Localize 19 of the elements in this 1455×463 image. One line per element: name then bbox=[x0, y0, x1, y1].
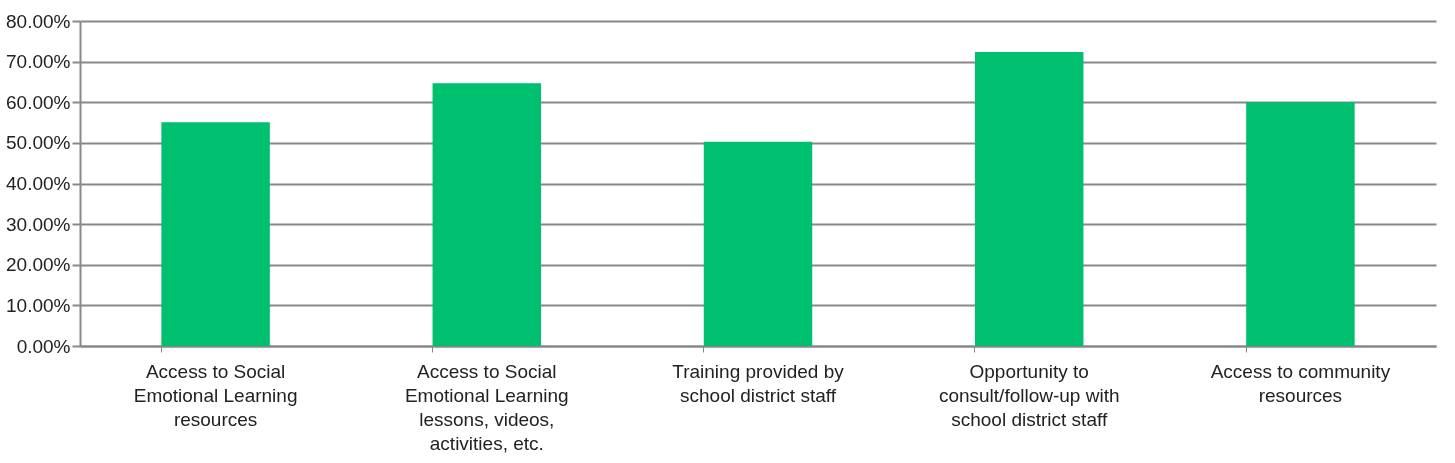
y-tick-label: 70.00% bbox=[6, 51, 71, 73]
y-tick-label: 0.00% bbox=[16, 335, 71, 357]
y-tick-label: 60.00% bbox=[6, 91, 71, 113]
bar bbox=[432, 83, 542, 346]
x-tick-label: Access to Social Emotional Learning resources bbox=[133, 360, 298, 430]
x-tick-label: Opportunity to consult/follow-up with school district staff bbox=[938, 360, 1120, 430]
y-tick-label: 40.00% bbox=[6, 173, 71, 194]
bar bbox=[703, 141, 813, 346]
y-tick-label: 80.00% bbox=[6, 10, 71, 32]
y-tick-label: 20.00% bbox=[6, 254, 71, 276]
bar bbox=[1246, 102, 1355, 346]
x-tick-label: Access to Social Emotional Learning lessons, videos, activities, etc. bbox=[404, 360, 569, 454]
y-tick-label: 50.00% bbox=[6, 132, 71, 154]
bar bbox=[161, 122, 270, 346]
y-tick-label: 30.00% bbox=[6, 213, 71, 235]
x-tick-label: Training provided by school district staff bbox=[672, 360, 845, 406]
bar bbox=[974, 51, 1084, 346]
y-tick-label: 10.00% bbox=[6, 294, 71, 316]
x-tick-label: Access to community resources bbox=[1210, 360, 1391, 406]
